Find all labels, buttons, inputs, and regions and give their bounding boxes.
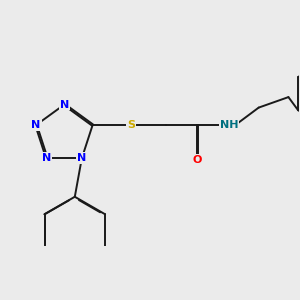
Text: N: N (42, 153, 52, 163)
Text: NH: NH (220, 120, 238, 130)
Text: N: N (77, 153, 86, 163)
Text: N: N (60, 100, 69, 110)
Text: N: N (32, 120, 41, 130)
Text: O: O (193, 155, 202, 165)
Text: S: S (127, 120, 135, 130)
